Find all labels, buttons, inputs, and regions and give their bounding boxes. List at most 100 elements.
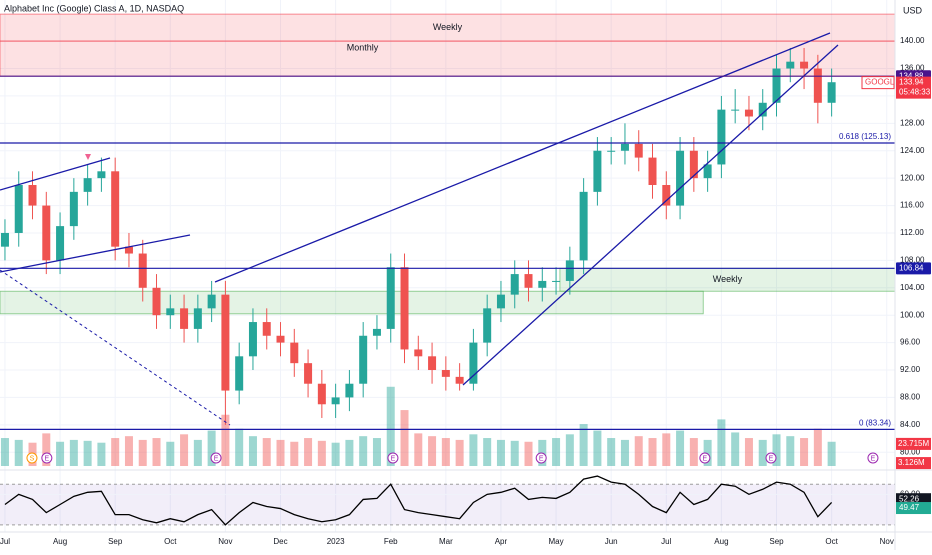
x-tick-label: Apr [495, 537, 508, 546]
volume-bar [441, 438, 450, 466]
volume-bar [180, 434, 189, 466]
candle-body [180, 308, 189, 329]
y-tick-label: 124.00 [900, 146, 925, 155]
event-label: E [214, 455, 219, 462]
volume-bar [689, 438, 698, 466]
rsi-line [4, 475, 833, 526]
candle-body [483, 308, 492, 343]
volume-bar [290, 441, 299, 466]
volume-bar [193, 439, 202, 466]
rsi-badge: 52.26 [899, 494, 920, 503]
y-tick-label: 128.00 [900, 118, 925, 127]
zone-label: Weekly [713, 274, 743, 284]
event-label: E [871, 455, 876, 462]
zone [0, 290, 704, 315]
marker [85, 154, 91, 160]
volume-bar [483, 438, 492, 466]
x-tick-label: 2023 [327, 537, 345, 546]
trendline [214, 32, 831, 283]
volume-bar [703, 439, 712, 466]
candle-body [414, 349, 423, 357]
candle-body [772, 68, 781, 103]
candle-body [276, 335, 285, 343]
zone [0, 13, 896, 42]
volume-bar [758, 439, 767, 466]
level-badge: 134.88 [899, 71, 924, 80]
volume-bar [331, 442, 340, 466]
y-tick-label: 108.00 [900, 255, 925, 264]
volume-badge-bg [896, 457, 931, 470]
rsi-band [0, 484, 895, 525]
volume-bar [662, 433, 671, 466]
volume-bar [524, 441, 533, 466]
candle-body [56, 226, 65, 261]
volume-bar [565, 434, 574, 466]
volume-bar [372, 438, 381, 466]
volume-bar [138, 439, 147, 466]
candle-body [138, 253, 147, 288]
y-tick-label: 80.00 [900, 447, 921, 456]
candle-body [304, 363, 313, 384]
candle-body [634, 143, 643, 158]
x-tick-label: Aug [53, 537, 67, 546]
candle-body [428, 356, 437, 371]
event-label: E [391, 455, 396, 462]
candle-body [152, 287, 161, 316]
volume-bar [607, 438, 616, 466]
volume-bar [469, 434, 478, 466]
y-tick-label: 100.00 [900, 310, 925, 319]
rsi-badge: 49.47 [899, 503, 920, 512]
candle-body [317, 383, 326, 405]
candle-body [386, 267, 395, 329]
x-tick-label: Feb [384, 537, 398, 546]
volume-bar [455, 439, 464, 466]
event-marker [535, 452, 547, 464]
volume-bar [620, 439, 629, 466]
event-marker [41, 452, 53, 464]
volume-bar [813, 428, 822, 466]
candle-body [786, 61, 795, 69]
volume-bar [717, 419, 726, 466]
volume-bar [386, 386, 395, 466]
candle-body [524, 274, 533, 288]
event-label: E [45, 455, 50, 462]
candle-body [193, 308, 202, 329]
candle-body [758, 102, 767, 117]
candle-body [207, 294, 216, 309]
candle-body [441, 370, 450, 377]
candle-body [662, 185, 671, 206]
candle-body [42, 205, 51, 261]
countdown: 05:48:33 [899, 88, 931, 97]
volume-bar [42, 433, 51, 466]
volume-bar [510, 440, 519, 466]
chart-title: Alphabet Inc (Google) Class A, 1D, NASDA… [4, 3, 184, 13]
y-tick-label: 136.00 [900, 64, 925, 73]
volume-layer [0, 386, 836, 466]
volume-bar [14, 439, 23, 466]
candle-body [800, 61, 809, 69]
volume-bar [648, 438, 657, 466]
candle-body [593, 150, 602, 192]
candle-body [813, 68, 822, 103]
y-tick-label: 84.00 [900, 420, 921, 429]
x-tick-label: Nov [880, 537, 894, 546]
volume-bar [124, 436, 133, 466]
event-label: E [703, 455, 708, 462]
symbol-bg [861, 76, 895, 90]
last-price: 133.94 [899, 78, 924, 87]
volume-bar [97, 442, 106, 466]
volume-bar [744, 438, 753, 466]
candle-body [235, 356, 244, 391]
candle-body [620, 143, 629, 151]
level-label: 0 (83.34) [859, 418, 891, 427]
trendline [0, 269, 231, 426]
candle-body [565, 260, 574, 281]
candle-body [510, 274, 519, 295]
volume-bar [414, 433, 423, 466]
x-tick-label: Jul [661, 537, 671, 546]
trendline [0, 157, 111, 191]
volume-bar [731, 432, 740, 466]
volume-bar [235, 428, 244, 466]
y-tick-label: 96.00 [900, 338, 921, 347]
